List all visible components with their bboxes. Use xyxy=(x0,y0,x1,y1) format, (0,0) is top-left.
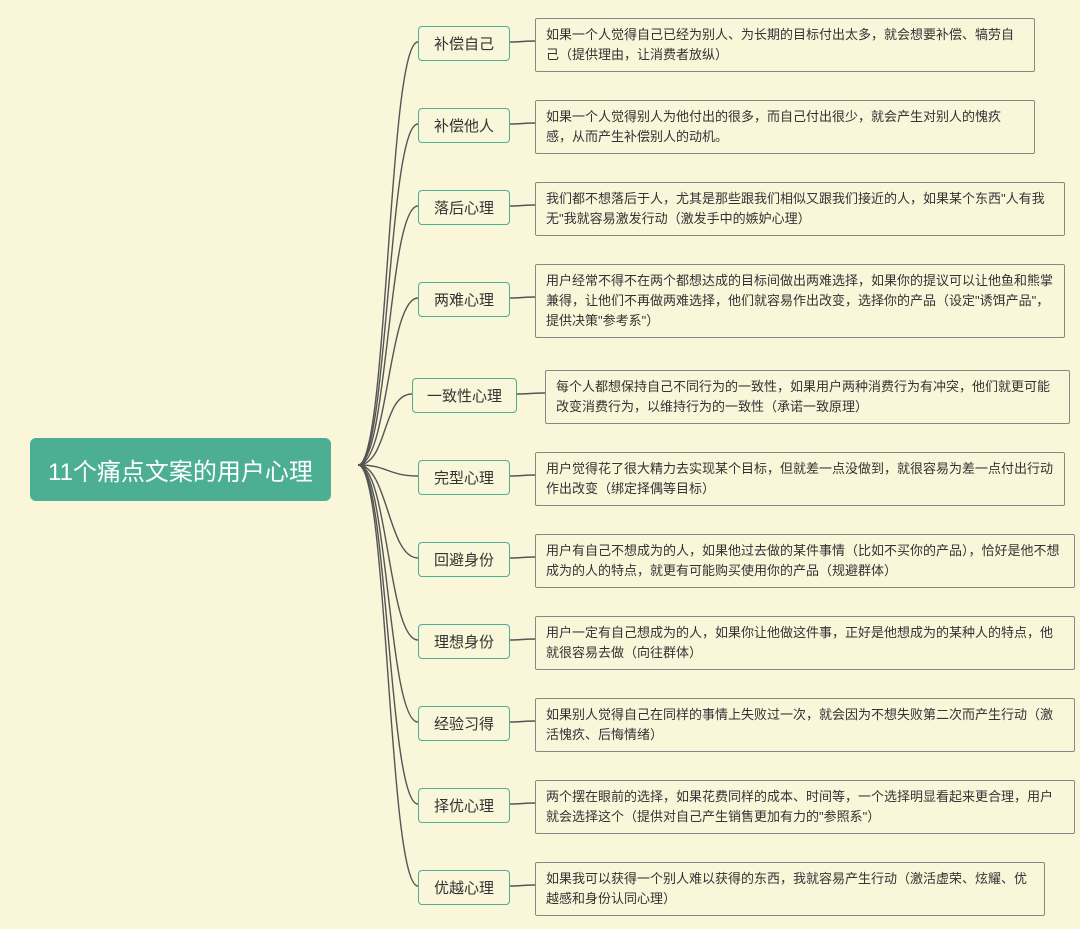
root-node: 11个痛点文案的用户心理 xyxy=(30,438,331,501)
description-node: 我们都不想落后于人，尤其是那些跟我们相似又跟我们接近的人，如果某个东西"人有我无… xyxy=(535,182,1065,236)
branch-node: 优越心理 xyxy=(418,870,510,905)
branch-node: 择优心理 xyxy=(418,788,510,823)
branch-node: 落后心理 xyxy=(418,190,510,225)
description-node: 用户一定有自己想成为的人，如果你让他做这件事，正好是他想成为的某种人的特点，他就… xyxy=(535,616,1075,670)
description-node: 如果我可以获得一个别人难以获得的东西，我就容易产生行动（激活虚荣、炫耀、优越感和… xyxy=(535,862,1045,916)
branch-node: 回避身份 xyxy=(418,542,510,577)
branch-node: 补偿自己 xyxy=(418,26,510,61)
description-node: 用户觉得花了很大精力去实现某个目标，但就差一点没做到，就很容易为差一点付出行动作… xyxy=(535,452,1065,506)
description-node: 每个人都想保持自己不同行为的一致性，如果用户两种消费行为有冲突，他们就更可能改变… xyxy=(545,370,1070,424)
branch-node: 一致性心理 xyxy=(412,378,517,413)
description-node: 如果一个人觉得别人为他付出的很多，而自己付出很少，就会产生对别人的愧疚感，从而产… xyxy=(535,100,1035,154)
branch-node: 经验习得 xyxy=(418,706,510,741)
branch-node: 两难心理 xyxy=(418,282,510,317)
branch-node: 完型心理 xyxy=(418,460,510,495)
description-node: 如果一个人觉得自己已经为别人、为长期的目标付出太多，就会想要补偿、犒劳自己（提供… xyxy=(535,18,1035,72)
branch-node: 理想身份 xyxy=(418,624,510,659)
branch-node: 补偿他人 xyxy=(418,108,510,143)
description-node: 用户有自己不想成为的人，如果他过去做的某件事情（比如不买你的产品），恰好是他不想… xyxy=(535,534,1075,588)
description-node: 用户经常不得不在两个都想达成的目标间做出两难选择，如果你的提议可以让他鱼和熊掌兼… xyxy=(535,264,1065,338)
description-node: 如果别人觉得自己在同样的事情上失败过一次，就会因为不想失败第二次而产生行动（激活… xyxy=(535,698,1075,752)
description-node: 两个摆在眼前的选择，如果花费同样的成本、时间等，一个选择明显看起来更合理，用户就… xyxy=(535,780,1075,834)
